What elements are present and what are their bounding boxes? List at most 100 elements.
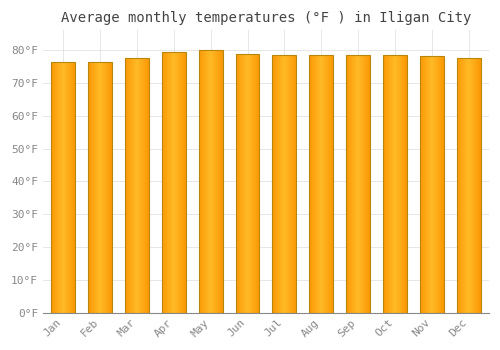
Bar (213, 50, 214, 313)
Bar (282, 55, 283, 313)
Bar (58, 62, 59, 313)
Bar (438, 56, 439, 313)
Bar (403, 55, 404, 313)
Bar (406, 55, 407, 313)
Bar (466, 58, 467, 313)
Bar (388, 55, 390, 313)
Bar (214, 50, 216, 313)
Bar (100, 62, 101, 313)
Bar (479, 58, 480, 313)
Bar (185, 52, 186, 313)
Bar (327, 55, 328, 313)
Bar (311, 55, 312, 313)
Bar (283, 55, 284, 313)
Bar (205, 50, 206, 313)
Bar (346, 55, 370, 313)
Bar (471, 58, 472, 313)
Bar (383, 55, 407, 313)
Bar (240, 54, 241, 313)
Bar (360, 55, 362, 313)
Bar (399, 55, 400, 313)
Bar (126, 58, 128, 313)
Bar (318, 55, 319, 313)
Bar (253, 54, 254, 313)
Bar (367, 55, 368, 313)
Bar (368, 55, 369, 313)
Bar (176, 52, 177, 313)
Bar (106, 62, 108, 313)
Bar (202, 50, 203, 313)
Bar (125, 58, 126, 313)
Bar (245, 54, 246, 313)
Bar (355, 55, 356, 313)
Bar (258, 54, 260, 313)
Bar (132, 58, 133, 313)
Bar (105, 62, 106, 313)
Bar (278, 55, 279, 313)
Bar (238, 54, 240, 313)
Bar (312, 55, 313, 313)
Bar (68, 62, 69, 313)
Bar (470, 58, 471, 313)
Bar (198, 50, 222, 313)
Bar (331, 55, 332, 313)
Bar (431, 56, 432, 313)
Bar (294, 55, 296, 313)
Bar (362, 55, 363, 313)
Bar (475, 58, 476, 313)
Bar (94, 62, 96, 313)
Bar (313, 55, 314, 313)
Bar (281, 55, 282, 313)
Bar (254, 54, 256, 313)
Bar (257, 54, 258, 313)
Bar (97, 62, 98, 313)
Bar (402, 55, 403, 313)
Bar (72, 62, 73, 313)
Bar (468, 58, 469, 313)
Bar (474, 58, 475, 313)
Bar (174, 52, 176, 313)
Bar (430, 56, 431, 313)
Bar (241, 54, 242, 313)
Bar (423, 56, 424, 313)
Bar (137, 58, 138, 313)
Bar (212, 50, 213, 313)
Bar (464, 58, 466, 313)
Bar (456, 58, 480, 313)
Bar (52, 62, 75, 313)
Bar (400, 55, 402, 313)
Bar (168, 52, 169, 313)
Bar (274, 55, 275, 313)
Bar (289, 55, 290, 313)
Bar (428, 56, 430, 313)
Bar (166, 52, 168, 313)
Bar (346, 55, 347, 313)
Bar (332, 55, 333, 313)
Bar (420, 56, 422, 313)
Bar (256, 54, 257, 313)
Bar (108, 62, 109, 313)
Bar (109, 62, 110, 313)
Bar (459, 58, 460, 313)
Bar (146, 58, 148, 313)
Bar (292, 55, 293, 313)
Bar (323, 55, 324, 313)
Bar (204, 50, 205, 313)
Bar (394, 55, 395, 313)
Bar (325, 55, 326, 313)
Bar (178, 52, 180, 313)
Bar (293, 55, 294, 313)
Bar (426, 56, 427, 313)
Bar (130, 58, 132, 313)
Bar (443, 56, 444, 313)
Bar (404, 55, 406, 313)
Bar (276, 55, 277, 313)
Bar (56, 62, 57, 313)
Bar (356, 55, 358, 313)
Bar (463, 58, 464, 313)
Bar (102, 62, 104, 313)
Bar (60, 62, 61, 313)
Bar (347, 55, 348, 313)
Bar (59, 62, 60, 313)
Bar (206, 50, 208, 313)
